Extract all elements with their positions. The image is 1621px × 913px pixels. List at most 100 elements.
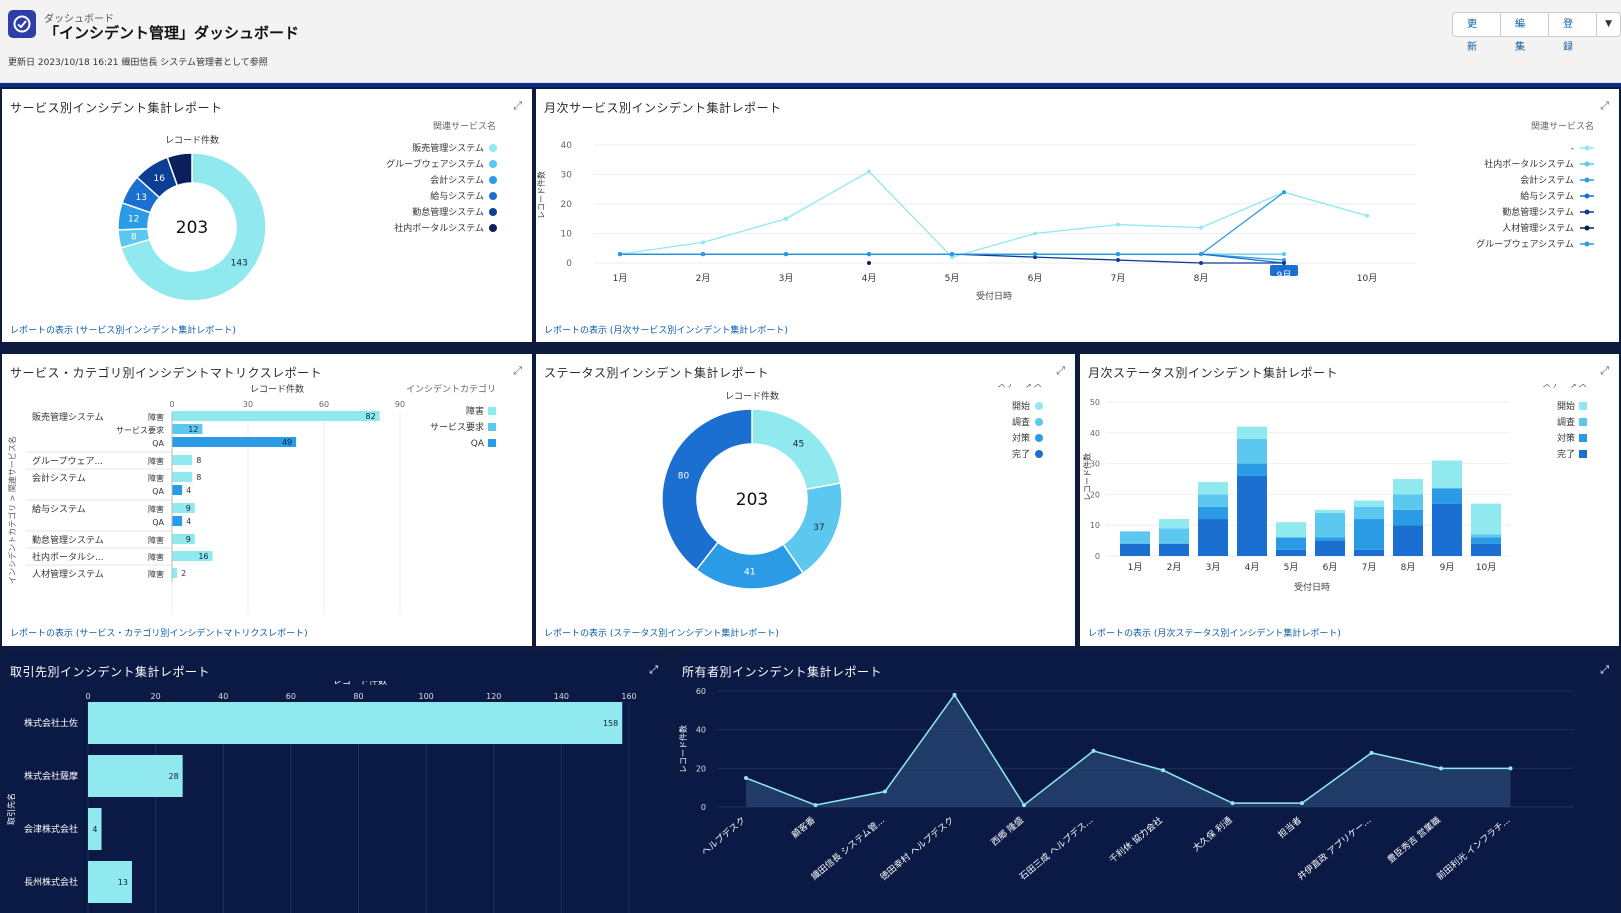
x-tick-label: 西郷 隆盛: [988, 814, 1025, 848]
legend-swatch: [1035, 418, 1043, 426]
legend-swatch: [1579, 434, 1587, 442]
x-tick-label: 1月: [613, 273, 628, 284]
legend-label: 給与システム: [1520, 190, 1574, 202]
card-title: ステータス別インシデント集計レポート: [544, 366, 770, 380]
dashboard-logo: [8, 10, 36, 38]
row-service-label: 人材管理システム: [32, 568, 104, 580]
chevron-down-icon[interactable]: ▼: [1605, 19, 1613, 29]
stacked-bar-segment: [1159, 543, 1189, 556]
bar: [172, 568, 178, 578]
series-line: [620, 191, 1285, 255]
x-tick-label: 5月: [1284, 562, 1299, 573]
bar-value-label: 13: [118, 878, 128, 887]
legend-label: -: [1571, 144, 1574, 154]
card-service: サービス別インシデント集計レポート ⤢ レコード件数 143 8 12 13 16 203 関…: [2, 89, 532, 342]
view-report-link[interactable]: レポートの表示 (月次サービス別インシデント集計レポート): [544, 326, 788, 336]
stacked-bar-segment: [1354, 506, 1384, 520]
bar: [88, 808, 102, 850]
legend-label: 勤怠管理システム: [412, 206, 484, 218]
category-label: 会津株式会社: [24, 823, 78, 835]
y-axis-label: レコード件数: [536, 171, 546, 219]
legend-title: 関連サービス名: [1531, 120, 1594, 132]
stacked-bar-segment: [1432, 503, 1462, 556]
legend-swatch: [1579, 450, 1587, 458]
legend-label: 販売管理システム: [412, 142, 484, 154]
edit-button[interactable]: 編集: [1501, 13, 1550, 53]
data-point: [1199, 261, 1203, 265]
stacked-bar-segment: [1471, 534, 1501, 538]
bar-value-label: 4: [92, 825, 97, 834]
expand-icon[interactable]: ⤢: [1600, 99, 1609, 112]
data-point: [784, 252, 788, 257]
x-axis-label: 受付日時: [1294, 581, 1330, 593]
card-monthly-status: 月次ステータス別インシデント集計レポート ⤢ 0 10 20 30 40 50 レコード件数…: [1080, 354, 1619, 646]
view-report-link[interactable]: レポートの表示 (月次ステータス別インシデント集計レポート): [1088, 629, 1341, 639]
stacked-bar-segment: [1120, 531, 1150, 544]
expand-icon[interactable]: ⤢: [513, 99, 522, 112]
legend-swatch-dot: [1584, 193, 1590, 199]
view-report-link[interactable]: レポートの表示 (サービス別インシデント集計レポート): [10, 326, 236, 336]
data-point: [1116, 252, 1120, 257]
subscribe-button[interactable]: 登録: [1549, 13, 1598, 53]
legend-swatch: [489, 176, 497, 184]
stacked-bar-segment: [1159, 528, 1189, 544]
stacked-bar-segment: [1237, 463, 1267, 476]
refresh-button[interactable]: 更新: [1453, 13, 1502, 53]
data-point: [744, 776, 748, 780]
bar-value-label: 158: [603, 719, 618, 728]
row-category-label: 障害: [148, 504, 164, 514]
legend-title: 関連サービス名: [433, 120, 496, 132]
stacked-bar-segment: [1276, 549, 1306, 556]
legend-label: 社内ポータルシステム: [394, 222, 484, 234]
x-tick-label: 3月: [779, 273, 794, 284]
stacked-bar-segment: [1471, 543, 1501, 556]
donut-slice: [661, 408, 753, 571]
y-axis-label: 取引先名: [6, 793, 16, 825]
legend-swatch: [489, 208, 497, 216]
row-category-label: 障害: [148, 535, 164, 545]
legend-swatch: [489, 192, 497, 200]
expand-icon[interactable]: ⤢: [1600, 663, 1609, 676]
x-tick-label: 90: [395, 400, 405, 409]
legend-swatch-dot: [1584, 241, 1590, 247]
slice-label: 13: [135, 193, 146, 203]
card-title: サービス・カテゴリ別インシデントマトリクスレポート: [10, 366, 323, 380]
view-report-link[interactable]: レポートの表示 (サービス・カテゴリ別インシデントマトリクスレポート): [10, 629, 308, 639]
legend-label: QA: [471, 439, 485, 449]
legend-label: 調査: [1557, 416, 1575, 428]
legend-label: 完了: [1012, 448, 1030, 460]
y-tick-label: 60: [696, 687, 706, 696]
data-point: [867, 252, 871, 257]
dashboard-meta: 更新日 2023/10/18 16:21 織田信長 システム管理者として参照: [8, 58, 268, 68]
x-tick-label: 千利休 協力会社: [1107, 814, 1165, 866]
row-category-label: QA: [152, 518, 164, 527]
slice-label: 16: [154, 174, 166, 184]
donut-total: 203: [176, 218, 208, 238]
view-report-link[interactable]: レポートの表示 (ステータス別インシデント集計レポート): [544, 629, 779, 639]
header-button-group: 更新 編集 登録 ▼: [1452, 12, 1621, 53]
row-category-label: サービス要求: [116, 425, 164, 435]
area-fill: [746, 694, 1511, 807]
expand-icon[interactable]: ⤢: [1600, 364, 1609, 377]
expand-icon[interactable]: ⤢: [513, 364, 522, 377]
card-title: 月次サービス別インシデント集計レポート: [544, 101, 782, 115]
row-category-label: 障害: [148, 552, 164, 562]
dashboard-type-label: ダッシュボード: [44, 14, 114, 25]
bar: [172, 551, 213, 561]
row-service-label: 勤怠管理システム: [32, 534, 104, 546]
legend-title: インシデントカテゴリ: [406, 384, 496, 395]
data-point: [1116, 222, 1120, 227]
slice-label: 37: [813, 523, 824, 533]
stacked-bar-segment: [1237, 475, 1267, 556]
legend-label: グループウェアシステム: [1476, 238, 1574, 250]
header-divider: [0, 83, 1621, 87]
y-tick-label: 30: [561, 171, 573, 181]
expand-icon[interactable]: ⤢: [649, 663, 658, 676]
data-point: [1282, 261, 1286, 265]
stacked-bar-segment: [1471, 503, 1501, 535]
bar-value-label: 82: [366, 412, 376, 421]
x-tick-label: 80: [353, 692, 363, 701]
expand-icon[interactable]: ⤢: [1056, 364, 1065, 377]
bar-value-label: 9: [186, 535, 191, 544]
